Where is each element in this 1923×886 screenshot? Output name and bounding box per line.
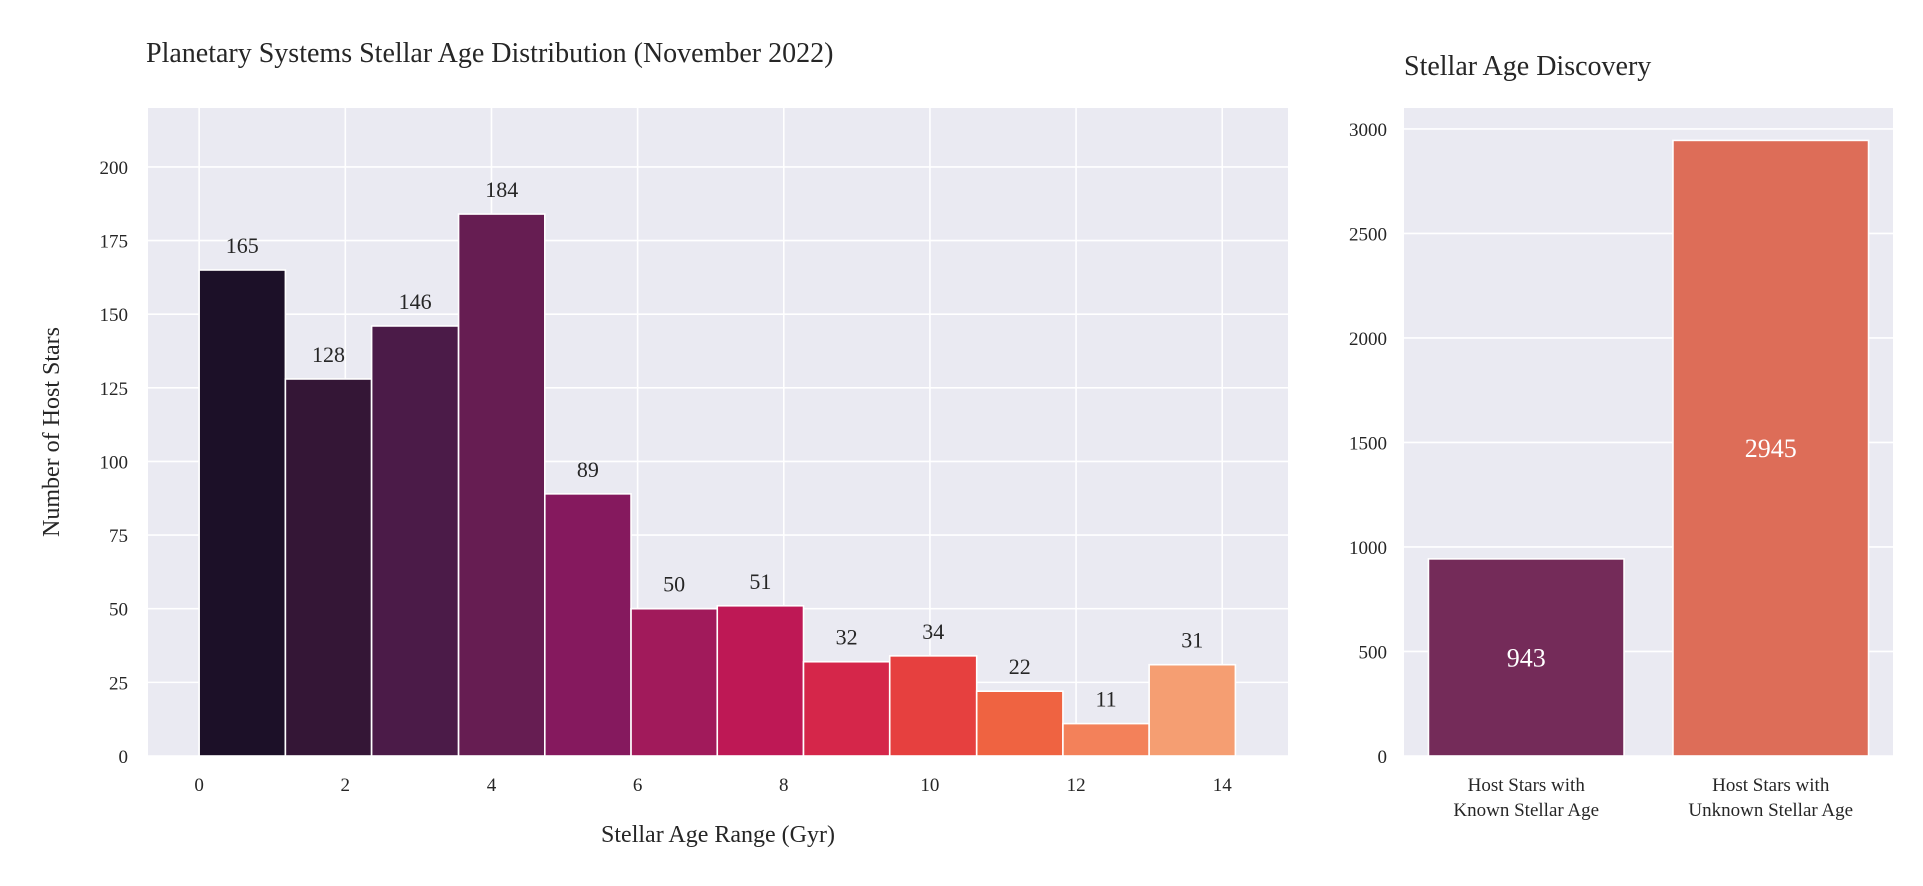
histogram-bar xyxy=(716,604,805,757)
category-labels: Host Stars with Known Stellar Age Host Sta… xyxy=(1453,775,1853,821)
y-tick-label: 1500 xyxy=(1349,433,1387,454)
histogram-bars xyxy=(198,213,1237,757)
bar-value-label: 22 xyxy=(1009,654,1031,679)
x-axis-label: Stellar Age Range (Gyr) xyxy=(601,822,835,848)
y-tick-label: 500 xyxy=(1359,642,1388,663)
bar-value-label: 165 xyxy=(226,233,259,258)
discovery-bar xyxy=(1427,558,1625,757)
y-tick-label: 125 xyxy=(100,379,129,400)
histogram-bar xyxy=(1062,722,1150,757)
y-tick-label: 25 xyxy=(109,673,128,694)
histogram-bar xyxy=(975,690,1064,757)
x-tick-label: 12 xyxy=(1067,775,1086,796)
y-tick-labels: 0 500 1000 1500 2000 2500 3000 xyxy=(1349,120,1387,768)
x-tick-labels: 0 2 4 6 8 10 12 14 xyxy=(194,775,1232,796)
age-discovery-chart: 943 2945 Host Stars with Known Stellar Age… xyxy=(1349,51,1893,821)
bar-value-label: 146 xyxy=(399,289,432,314)
y-tick-label: 1000 xyxy=(1349,538,1387,559)
category-label: Host Stars with Unknown Stellar Age xyxy=(1688,775,1853,821)
histogram-bar xyxy=(284,378,373,757)
x-tick-label: 0 xyxy=(194,775,204,796)
value-labels: 165 128 146 184 89 50 51 32 34 22 11 31 xyxy=(226,177,1204,712)
bar-value-label: 89 xyxy=(577,457,599,482)
bar-value-label: 50 xyxy=(663,572,685,597)
category-label: Host Stars with Known Stellar Age xyxy=(1453,775,1599,821)
chart-title: Planetary Systems Stellar Age Distributi… xyxy=(146,38,833,69)
y-tick-label: 175 xyxy=(100,232,129,253)
bar-value-label: 184 xyxy=(485,177,518,202)
y-tick-label: 200 xyxy=(100,158,129,179)
histogram-bar xyxy=(370,325,460,757)
x-tick-label: 4 xyxy=(487,775,497,796)
y-tick-label: 2500 xyxy=(1349,224,1387,245)
histogram-bar xyxy=(457,213,546,757)
x-tick-label: 14 xyxy=(1213,775,1233,796)
y-tick-labels: 0 25 50 75 100 125 150 175 200 xyxy=(100,158,129,768)
histogram-bar xyxy=(198,269,287,757)
value-labels: 943 2945 xyxy=(1507,434,1797,672)
bar-value-label: 31 xyxy=(1181,628,1203,653)
histogram-bar xyxy=(802,660,891,757)
y-tick-label: 75 xyxy=(109,526,128,547)
discovery-bars xyxy=(1427,139,1870,757)
discovery-bar xyxy=(1672,139,1870,757)
bar-value-label: 34 xyxy=(922,619,944,644)
y-tick-label: 150 xyxy=(100,305,129,326)
x-tick-label: 10 xyxy=(920,775,939,796)
y-tick-label: 2000 xyxy=(1349,329,1387,350)
y-tick-label: 50 xyxy=(109,600,128,621)
histogram-bar xyxy=(1148,663,1237,757)
chart-title: Stellar Age Discovery xyxy=(1404,51,1651,82)
histogram-bar xyxy=(544,493,632,757)
bar-value-label: 128 xyxy=(312,342,345,367)
age-distribution-chart: 165 128 146 184 89 50 51 32 34 22 11 31 0 2 4 6 8 10 12 14… xyxy=(39,38,1288,848)
y-tick-label: 3000 xyxy=(1349,120,1387,141)
bar-value-label: 32 xyxy=(836,625,858,650)
y-tick-label: 100 xyxy=(100,452,129,473)
bar-value-label: 2945 xyxy=(1745,434,1797,463)
bar-value-label: 943 xyxy=(1507,643,1546,672)
bar-value-label: 51 xyxy=(749,569,771,594)
bar-value-label: 11 xyxy=(1095,687,1116,712)
histogram-bar xyxy=(630,607,719,757)
y-tick-label: 0 xyxy=(1378,747,1388,768)
y-tick-label: 0 xyxy=(119,747,129,768)
y-axis-label: Number of Host Stars xyxy=(39,327,65,537)
x-tick-label: 8 xyxy=(779,775,789,796)
x-tick-label: 2 xyxy=(341,775,351,796)
histogram-bar xyxy=(888,655,978,757)
x-tick-label: 6 xyxy=(633,775,643,796)
